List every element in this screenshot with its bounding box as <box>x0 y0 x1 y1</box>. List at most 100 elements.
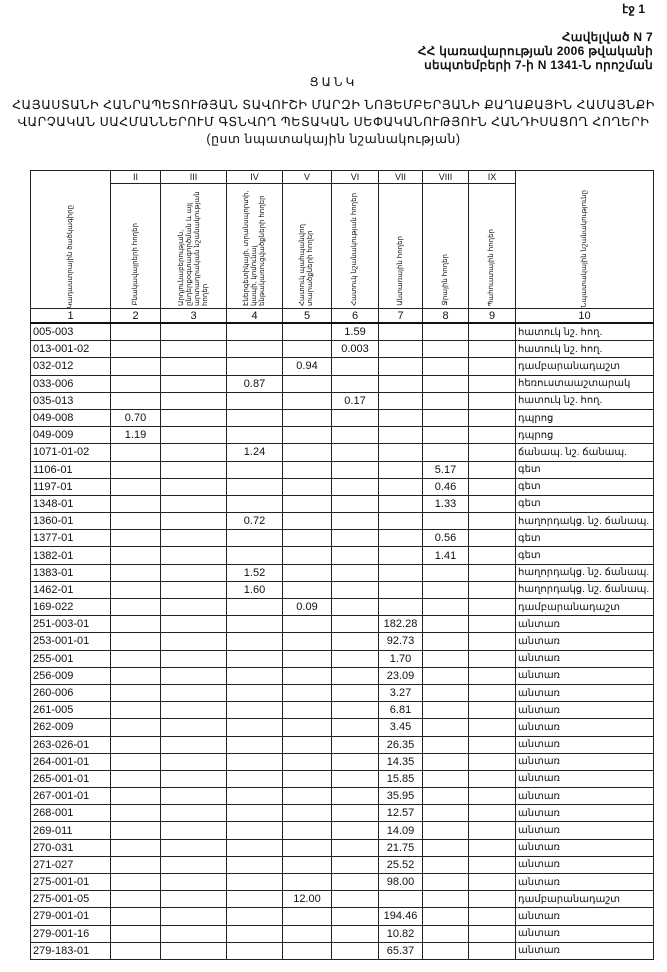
annex-line: սեպտեմբերի 7-ի N 1341-Ն որոշման <box>424 58 653 72</box>
area-cell <box>110 838 161 857</box>
area-cell: 0.94 <box>282 357 332 376</box>
area-cell <box>282 426 332 445</box>
area-cell <box>331 357 379 376</box>
area-cell <box>378 426 423 445</box>
purpose-cell: անտառ <box>515 941 654 960</box>
table-row: 269-011 14.09 անտառ <box>30 821 654 840</box>
area-cell <box>468 924 516 943</box>
roman-numeral-cell: V <box>282 170 332 184</box>
document-title: ՑԱՆԿ <box>309 75 358 89</box>
area-cell <box>226 477 283 496</box>
column-header: Բնակավայրերի հողեր <box>131 223 139 306</box>
area-cell <box>422 580 469 600</box>
area-cell <box>331 838 379 857</box>
roman-numeral-cell: IV <box>226 170 283 184</box>
table-row: 1382-01 1.41 գետ <box>30 546 654 565</box>
area-cell: 1.59 <box>331 322 379 342</box>
cadastral-code-cell: 270-031 <box>30 838 111 857</box>
purpose-cell: հաղորդակց. նշ. ճանապ. <box>515 563 654 582</box>
area-cell <box>422 890 469 909</box>
area-cell <box>378 597 423 617</box>
table-row: 271-027 25.52 անտառ <box>30 855 654 875</box>
area-cell <box>110 752 161 771</box>
area-cell <box>331 718 379 737</box>
column-number: 1 <box>30 308 111 324</box>
area-cell <box>468 546 516 565</box>
area-cell <box>110 374 161 393</box>
cadastral-code-cell: 1348-01 <box>30 494 111 514</box>
area-cell <box>422 821 469 840</box>
area-cell <box>468 597 516 617</box>
area-cell <box>422 632 469 651</box>
area-cell <box>378 494 423 514</box>
area-cell <box>160 374 227 393</box>
area-cell <box>468 563 516 582</box>
area-cell: 12.00 <box>282 890 332 909</box>
area-cell <box>468 787 516 806</box>
table-row: 169-022 0.09 դամբարանադաշտ <box>30 597 654 617</box>
area-cell <box>226 408 283 428</box>
area-cell <box>378 890 423 909</box>
area-cell <box>160 666 227 685</box>
purpose-cell: անտառ <box>515 752 654 771</box>
area-cell <box>331 787 379 806</box>
table-row: 035-013 0.17 հատուկ նշ. հող. <box>30 391 654 410</box>
area-cell <box>331 408 379 428</box>
table-row: 275-001-05 12.00 դամբարանադաշտ <box>30 890 654 909</box>
area-cell <box>378 340 423 359</box>
purpose-cell: հաղորդակց. նշ. ճանապ. <box>515 512 654 531</box>
area-cell: 1.70 <box>378 649 423 668</box>
roman-numeral-cell: VIII <box>422 170 469 184</box>
area-cell <box>160 632 227 651</box>
cadastral-code-cell: 264-001-01 <box>30 752 111 771</box>
area-cell <box>468 477 516 496</box>
column-number: 3 <box>160 308 227 324</box>
table-row: 265-001-01 15.85 անտառ <box>30 769 654 789</box>
area-cell: 1.60 <box>226 580 283 600</box>
area-cell <box>226 752 283 771</box>
cadastral-code-cell: 267-001-01 <box>30 787 111 806</box>
area-cell <box>378 322 423 342</box>
area-cell <box>468 494 516 514</box>
purpose-cell: հատուկ նշ. հող. <box>515 391 654 410</box>
area-cell <box>468 804 516 823</box>
area-cell <box>160 615 227 634</box>
roman-numeral-cell: VI <box>331 170 379 184</box>
area-cell <box>282 769 332 789</box>
area-cell <box>160 340 227 359</box>
area-cell <box>378 374 423 393</box>
purpose-cell: հաղորդակց. նշ. ճանապ. <box>515 580 654 600</box>
purpose-cell: հեռուստաաշտարակ <box>515 374 654 393</box>
area-cell <box>226 941 283 960</box>
column-header-cell: Անտառային հողեր <box>378 183 423 309</box>
area-cell: 0.72 <box>226 512 283 531</box>
area-cell <box>331 529 379 548</box>
table-row: 260-006 3.27 անտառ <box>30 683 654 703</box>
area-cell <box>160 563 227 582</box>
purpose-cell: անտառ <box>515 787 654 806</box>
area-cell <box>110 666 161 685</box>
area-cell <box>422 649 469 668</box>
area-cell <box>422 735 469 754</box>
area-cell <box>422 804 469 823</box>
area-cell: 10.82 <box>378 924 423 943</box>
area-cell <box>110 683 161 703</box>
cadastral-code-cell: 035-013 <box>30 391 111 410</box>
purpose-cell: անտառ <box>515 649 654 668</box>
area-cell <box>226 924 283 943</box>
area-cell <box>422 838 469 857</box>
table-row: 1071-01-02 1.24 ճանապ. նշ. ճանապ. <box>30 443 654 462</box>
area-cell <box>110 872 161 892</box>
cadastral-code-cell: 1071-01-02 <box>30 443 111 462</box>
area-cell: 1.52 <box>226 563 283 582</box>
area-cell <box>226 907 283 926</box>
area-cell <box>160 322 227 342</box>
annex-line: Հավելված N 7 <box>561 30 653 44</box>
area-cell <box>160 580 227 600</box>
area-cell <box>468 322 516 342</box>
area-cell: 182.28 <box>378 615 423 634</box>
area-cell: 1.41 <box>422 546 469 565</box>
area-cell <box>422 787 469 806</box>
table-row: 032-012 0.94 դամբարանադաշտ <box>30 357 654 376</box>
column-header: Հատուկ նշանակության հողեր <box>351 193 358 306</box>
